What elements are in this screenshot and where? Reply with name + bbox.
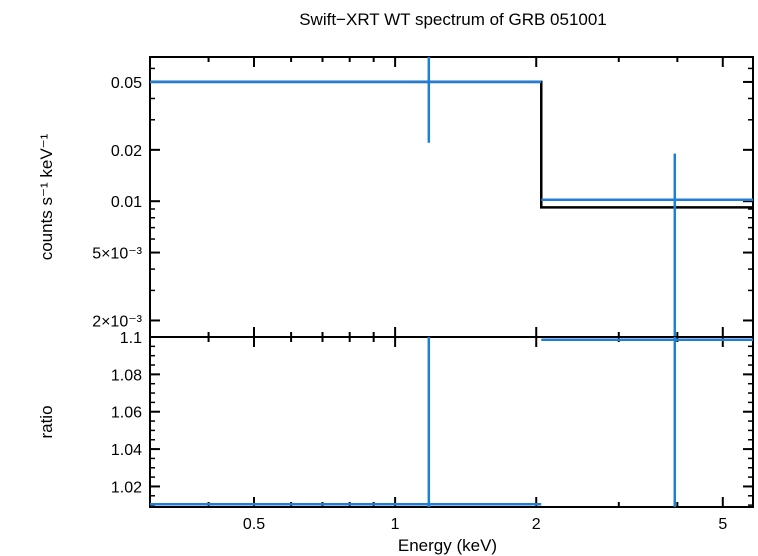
spectrum-y-tick-label: 0.01 — [111, 194, 142, 211]
spectrum-y-tick-label: 0.05 — [111, 75, 142, 92]
ratio-x-tick-label: 5 — [718, 516, 727, 533]
ratio-y-tick-label: 1.08 — [111, 367, 142, 384]
ratio-y-tick-label: 1.04 — [111, 442, 142, 459]
ratio-data-point — [150, 337, 542, 507]
ratio-y-tick-label: 1.02 — [111, 479, 142, 496]
spectrum-data-point — [150, 57, 542, 143]
chart-title: Swift−XRT WT spectrum of GRB 051001 — [299, 10, 607, 29]
ratio-x-tick-label: 2 — [532, 516, 541, 533]
ratio-frame — [149, 336, 754, 508]
ratio-y-tick-label: 1.1 — [120, 330, 142, 347]
ratio-x-tick-label: 1 — [391, 516, 400, 533]
ratio-data-point — [541, 337, 753, 507]
spectrum-y-axis-title: counts s⁻¹ keV⁻¹ — [37, 133, 56, 260]
spectrum-data-point — [541, 153, 753, 337]
ratio-panel: 1.1 1.08 1.06 1.04 1.02 0.5 1 2 5 ratio Energy (ke… — [37, 330, 754, 555]
ratio-x-axis-title: Energy (keV) — [398, 536, 497, 555]
spectrum-model-line — [150, 80, 753, 209]
ratio-x-tick-label: 0.5 — [243, 516, 265, 533]
spectrum-y-tick-label: 0.02 — [111, 143, 142, 160]
ratio-y-axis-title: ratio — [37, 405, 56, 438]
spectrum-frame — [149, 56, 754, 338]
spectrum-y-tick-label: 5×10⁻³ — [92, 246, 142, 263]
ratio-y-tick-label: 1.06 — [111, 405, 142, 422]
spectrum-y-tick-label: 2×10⁻³ — [92, 313, 142, 330]
spectrum-panel: 0.05 0.02 0.01 5×10⁻³ 2×10⁻³ counts s⁻¹ keV⁻¹ — [37, 56, 754, 338]
